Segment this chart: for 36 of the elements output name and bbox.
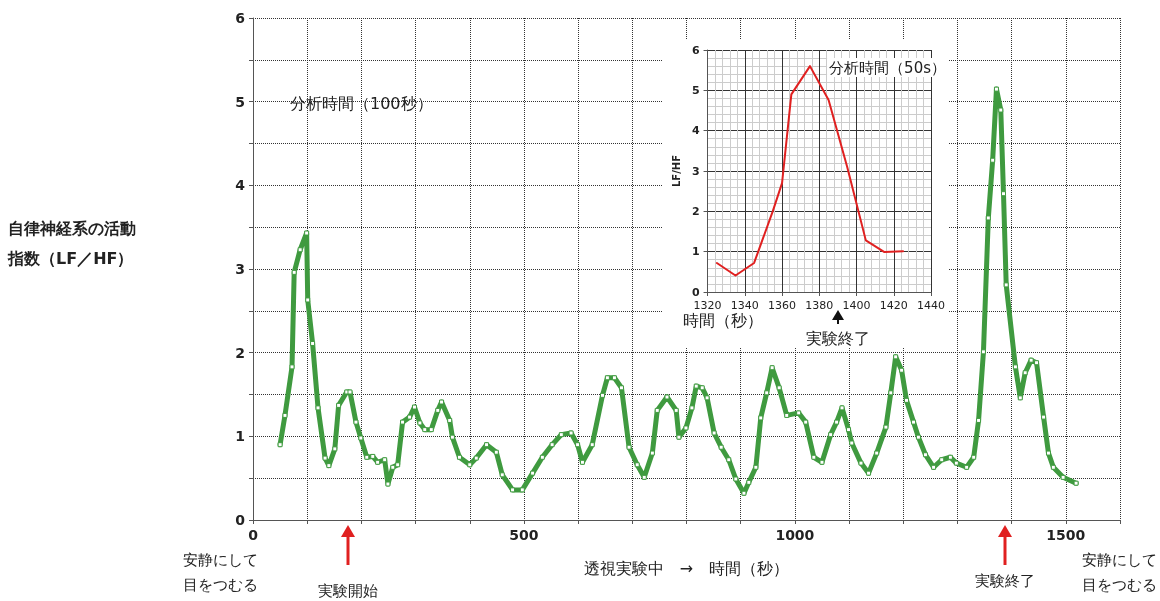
y-tick-label: 2 [235, 344, 245, 361]
y-tick-label: 1 [235, 428, 245, 445]
x-tick-label: 1440 [917, 299, 945, 312]
x-tick-label: 1000 [775, 527, 815, 543]
y-tick-label: 0 [235, 512, 246, 528]
x-tick-label: 1360 [768, 299, 797, 312]
x-tick-label: 0 [248, 527, 259, 543]
x-tick-label: 1500 [1046, 527, 1086, 543]
x-tick-label: 1380 [805, 299, 834, 312]
y-axis-title: LF/HF [670, 154, 682, 188]
y-tick-label: 5 [691, 83, 700, 97]
x-axis-title: 時間（秒） [683, 310, 763, 330]
x-tick-label: 1320 [693, 299, 722, 312]
y-tick-label: 6 [235, 10, 245, 26]
y-tick-label: 0 [691, 285, 700, 299]
x-tick-label: 500 [509, 527, 539, 543]
y-tick-label: 1 [691, 245, 700, 259]
x-axis-title: 透視実験中 → 時間（秒） [583, 558, 790, 578]
y-tick-label: 4 [691, 124, 700, 138]
text: 分析時間（50s） [829, 58, 946, 77]
y-tick-label: 5 [235, 93, 245, 110]
y-tick-label: 6 [691, 43, 700, 57]
text: 分析時間（100秒） [290, 93, 433, 113]
y-tick-label: 4 [235, 177, 246, 194]
y-tick-label: 3 [235, 261, 245, 277]
text: 実験開始 [318, 582, 378, 600]
x-tick-label: 1420 [879, 299, 908, 312]
x-tick-label: 1400 [842, 299, 871, 312]
annotation: 実験終了 [806, 328, 870, 348]
text: 安静にして目をつむる [1082, 550, 1157, 594]
y-axis-title: 自律神経系の活動指数（LF／HF） [7, 218, 136, 268]
y-tick-label: 2 [691, 204, 700, 218]
text: 実験終了 [975, 572, 1035, 590]
x-tick-label: 1340 [730, 299, 759, 312]
text: 安静にして目をつむる [183, 550, 258, 594]
y-tick-label: 3 [691, 164, 700, 178]
